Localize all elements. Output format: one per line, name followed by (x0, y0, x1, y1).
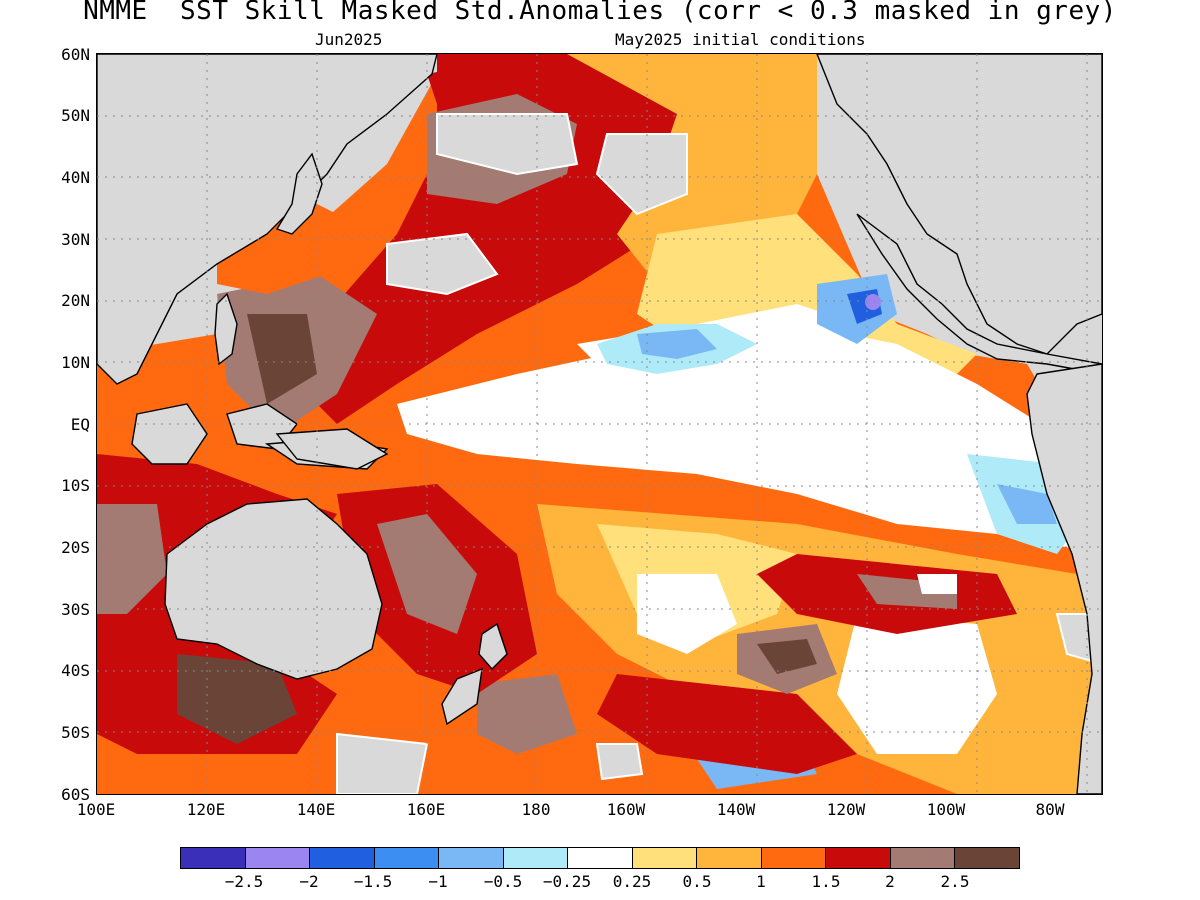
x-tick-120W: 120W (826, 800, 866, 819)
y-tick-60S: 60S (61, 785, 90, 804)
y-tick-20S: 20S (61, 538, 90, 557)
x-tick-160W: 160W (606, 800, 646, 819)
x-tick-160E: 160E (406, 800, 446, 819)
x-tick-80W: 80W (1035, 800, 1065, 819)
map-plot-area (97, 54, 1102, 794)
y-tick-60N: 60N (61, 45, 90, 64)
colorbar-label: −0.25 (542, 872, 592, 891)
colorbar-label: 0.5 (682, 872, 712, 891)
y-tick-40S: 40S (61, 661, 90, 680)
colorbar-swatch (374, 848, 440, 868)
colorbar-swatch (632, 848, 698, 868)
y-tick-20N: 20N (61, 291, 90, 310)
colorbar-swatch (568, 848, 633, 868)
colorbar-label: −2.5 (224, 872, 264, 891)
initial-conditions-label: May2025 initial conditions (615, 30, 866, 49)
colorbar-label: 2.5 (940, 872, 970, 891)
y-tick-10N: 10N (61, 353, 90, 372)
valid-month-label: Jun2025 (315, 30, 383, 49)
colorbar (180, 847, 1020, 869)
x-tick-140E: 140E (296, 800, 336, 819)
y-tick-30S: 30S (61, 600, 90, 619)
colorbar-swatch (955, 848, 1019, 868)
colorbar-swatch (310, 848, 375, 868)
colorbar-label: 0.25 (612, 872, 652, 891)
graticule (97, 54, 1102, 794)
colorbar-label: −1.5 (353, 872, 393, 891)
y-tick-10S: 10S (61, 476, 90, 495)
colorbar-swatch (503, 848, 569, 868)
sst-anomaly-map (96, 53, 1103, 795)
y-tick-50N: 50N (61, 106, 90, 125)
y-tick-EQ: EQ (70, 415, 90, 434)
x-tick-140W: 140W (716, 800, 756, 819)
colorbar-swatch (826, 848, 891, 868)
x-tick-100E: 100E (76, 800, 116, 819)
x-tick-100W: 100W (926, 800, 966, 819)
colorbar-label: 1 (756, 872, 766, 891)
colorbar-swatch (890, 848, 956, 868)
colorbar-label: −0.5 (483, 872, 523, 891)
colorbar-swatch (439, 848, 504, 868)
y-tick-40N: 40N (61, 168, 90, 187)
y-tick-30N: 30N (61, 230, 90, 249)
colorbar-swatch (181, 848, 246, 868)
colorbar-swatch (245, 848, 311, 868)
x-tick-180: 180 (521, 800, 551, 819)
colorbar-label: 2 (885, 872, 895, 891)
land-masses (97, 54, 1102, 794)
x-tick-120E: 120E (186, 800, 226, 819)
map-title: NMME SST Skill Masked Std.Anomalies (cor… (83, 0, 1117, 26)
colorbar-swatch (761, 848, 827, 868)
y-tick-50S: 50S (61, 723, 90, 742)
colorbar-label: 1.5 (811, 872, 841, 891)
colorbar-label: −2 (299, 872, 319, 891)
colorbar-label: −1 (428, 872, 448, 891)
colorbar-swatch (697, 848, 762, 868)
